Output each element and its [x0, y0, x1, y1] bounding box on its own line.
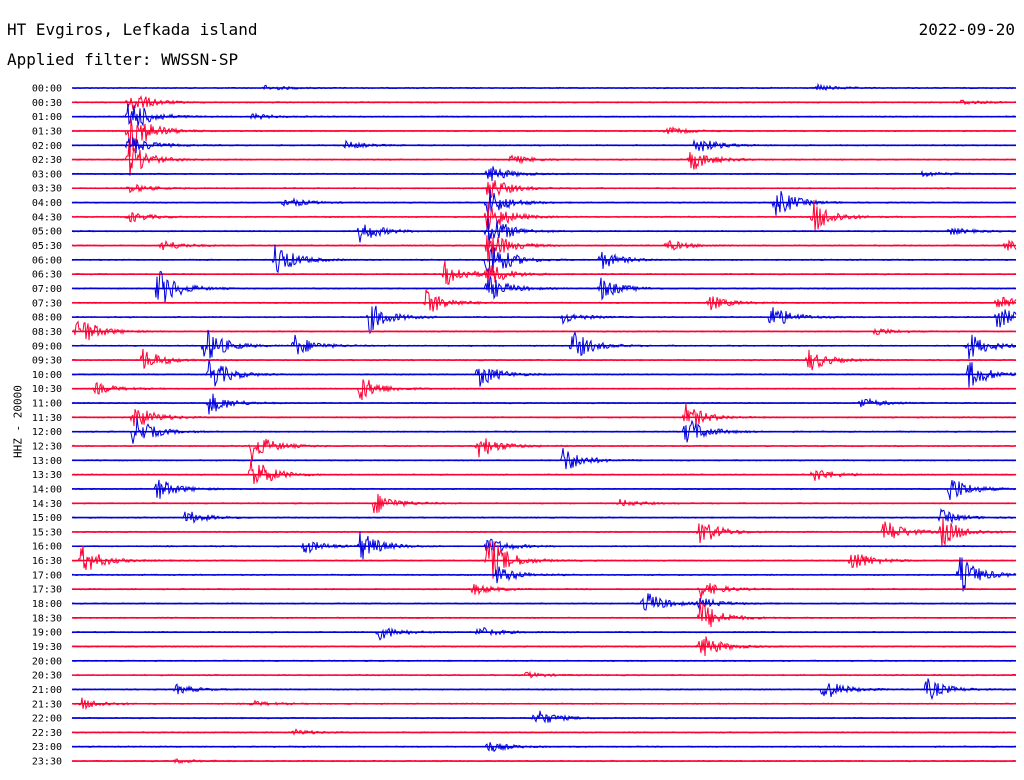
- time-tick-label: 17:30: [32, 585, 62, 596]
- time-tick-label: 02:00: [32, 141, 62, 152]
- time-tick-label: 12:00: [32, 427, 62, 438]
- time-tick-label: 16:30: [32, 556, 62, 567]
- time-tick-label: 03:00: [32, 169, 62, 180]
- time-tick-label: 06:00: [32, 255, 62, 266]
- time-tick-label: 01:30: [32, 126, 62, 137]
- time-tick-label: 13:00: [32, 456, 62, 467]
- time-tick-label: 01:00: [32, 112, 62, 123]
- time-tick-label: 12:30: [32, 442, 62, 453]
- time-tick-label: 22:00: [32, 714, 62, 725]
- time-tick-label: 05:00: [32, 227, 62, 238]
- time-tick-label: 19:30: [32, 642, 62, 653]
- plot-date: 2022-09-20: [918, 20, 1015, 39]
- time-tick-label: 16:00: [32, 542, 62, 553]
- time-tick-label: 21:30: [32, 699, 62, 710]
- time-tick-label: 23:30: [32, 757, 62, 768]
- time-tick-label: 00:00: [32, 84, 62, 95]
- time-tick-label: 18:30: [32, 613, 62, 624]
- seismogram-trace: [71, 305, 1017, 335]
- time-tick-label: 08:30: [32, 327, 62, 338]
- seismogram-trace: [71, 678, 1017, 701]
- time-tick-label: 11:30: [32, 413, 62, 424]
- seismogram-trace: [71, 583, 1017, 599]
- seismogram-trace: [71, 289, 1017, 312]
- seismogram-trace: [71, 200, 1017, 231]
- seismogram-trace: [71, 235, 1017, 263]
- time-tick-label: 20:00: [32, 656, 62, 667]
- time-tick-label: 14:00: [32, 484, 62, 495]
- station-title: HT Evgiros, Lefkada island: [7, 20, 258, 39]
- time-tick-label: 18:00: [32, 599, 62, 610]
- time-tick-label: 07:30: [32, 298, 62, 309]
- time-tick-label: 09:00: [32, 341, 62, 352]
- time-tick-label: 20:30: [32, 671, 62, 682]
- time-tick-label: 13:30: [32, 470, 62, 481]
- time-tick-label: 07:00: [32, 284, 62, 295]
- seismogram-trace: [71, 479, 1017, 501]
- time-tick-label: 23:00: [32, 742, 62, 753]
- seismogram-trace: [71, 601, 1017, 628]
- time-tick-label: 17:00: [32, 570, 62, 581]
- seismogram-trace: [71, 270, 1017, 303]
- time-tick-label: 22:30: [32, 728, 62, 739]
- seismogram-trace: [71, 627, 1017, 641]
- seismogram-trace: [71, 329, 1017, 360]
- seismogram-trace: [71, 438, 1017, 462]
- seismogram-trace: [71, 459, 1017, 484]
- seismogram-trace: [71, 448, 1017, 470]
- time-tick-label: 09:30: [32, 356, 62, 367]
- time-tick-label: 10:00: [32, 370, 62, 381]
- time-tick-label: 14:30: [32, 499, 62, 510]
- time-tick-label: 04:00: [32, 198, 62, 209]
- time-tick-label: 06:30: [32, 270, 62, 281]
- seismogram-trace: [71, 218, 1017, 249]
- time-tick-label: 05:30: [32, 241, 62, 252]
- seismogram-trace: [71, 507, 1017, 524]
- time-tick-label: 04:30: [32, 212, 62, 223]
- time-tick-label: 02:30: [32, 155, 62, 166]
- time-tick-label: 10:30: [32, 384, 62, 395]
- time-tick-label: 03:30: [32, 184, 62, 195]
- seismogram-trace: [71, 593, 1017, 611]
- seismogram-trace: [71, 710, 1017, 724]
- seismogram-trace: [71, 393, 1017, 415]
- time-tick-label: 08:00: [32, 313, 62, 324]
- seismogram-trace: [71, 94, 1017, 110]
- seismogram-trace: [71, 260, 1017, 285]
- filter-label: Applied filter: WWSSN-SP: [7, 50, 239, 69]
- time-tick-label: 00:30: [32, 98, 62, 109]
- time-tick-label: 19:00: [32, 628, 62, 639]
- time-tick-label: 21:00: [32, 685, 62, 696]
- time-tick-label: 15:00: [32, 513, 62, 524]
- time-tick-label: 15:30: [32, 527, 62, 538]
- seismogram-trace: [71, 118, 1017, 157]
- seismogram-trace: [71, 103, 1017, 128]
- time-tick-label: 11:00: [32, 399, 62, 410]
